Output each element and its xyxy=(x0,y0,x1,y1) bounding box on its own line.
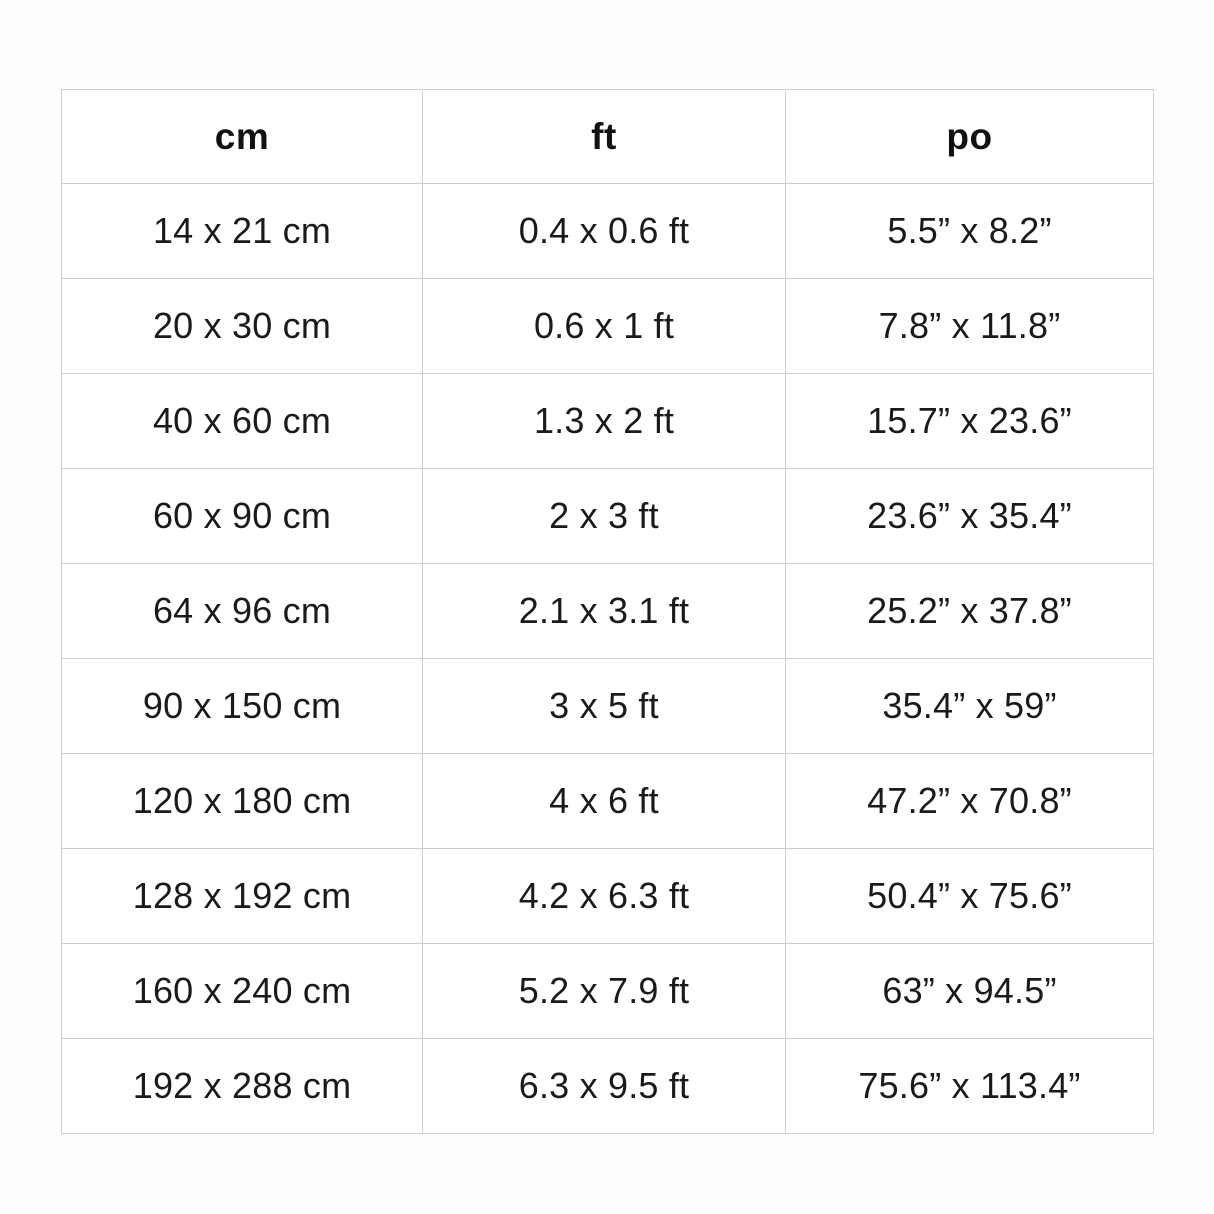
cell-po: 50.4” x 75.6” xyxy=(785,848,1154,944)
table-row: 60 x 90 cm 2 x 3 ft 23.6” x 35.4” xyxy=(61,468,1154,564)
cell-po: 75.6” x 113.4” xyxy=(785,1038,1154,1134)
cell-po: 35.4” x 59” xyxy=(785,658,1154,754)
cell-cm: 64 x 96 cm xyxy=(61,563,423,659)
table-body: 14 x 21 cm 0.4 x 0.6 ft 5.5” x 8.2” 20 x… xyxy=(61,183,1154,1134)
size-conversion-table: cm ft po 14 x 21 cm 0.4 x 0.6 ft 5.5” x … xyxy=(61,89,1154,1134)
table-header-row: cm ft po xyxy=(61,89,1154,184)
cell-po: 63” x 94.5” xyxy=(785,943,1154,1039)
cell-ft: 1.3 x 2 ft xyxy=(422,373,786,469)
cell-ft: 2.1 x 3.1 ft xyxy=(422,563,786,659)
cell-cm: 60 x 90 cm xyxy=(61,468,423,564)
column-header-ft: ft xyxy=(422,89,786,184)
cell-ft: 0.4 x 0.6 ft xyxy=(422,183,786,279)
cell-cm: 160 x 240 cm xyxy=(61,943,423,1039)
table-row: 64 x 96 cm 2.1 x 3.1 ft 25.2” x 37.8” xyxy=(61,563,1154,659)
cell-ft: 2 x 3 ft xyxy=(422,468,786,564)
cell-po: 7.8” x 11.8” xyxy=(785,278,1154,374)
table-row: 90 x 150 cm 3 x 5 ft 35.4” x 59” xyxy=(61,658,1154,754)
cell-cm: 90 x 150 cm xyxy=(61,658,423,754)
cell-cm: 120 x 180 cm xyxy=(61,753,423,849)
cell-ft: 6.3 x 9.5 ft xyxy=(422,1038,786,1134)
table-header: cm ft po xyxy=(61,89,1154,184)
cell-cm: 192 x 288 cm xyxy=(61,1038,423,1134)
table-row: 160 x 240 cm 5.2 x 7.9 ft 63” x 94.5” xyxy=(61,943,1154,1039)
cell-po: 5.5” x 8.2” xyxy=(785,183,1154,279)
table-row: 20 x 30 cm 0.6 x 1 ft 7.8” x 11.8” xyxy=(61,278,1154,374)
column-header-cm: cm xyxy=(61,89,423,184)
cell-ft: 3 x 5 ft xyxy=(422,658,786,754)
table-row: 192 x 288 cm 6.3 x 9.5 ft 75.6” x 113.4” xyxy=(61,1038,1154,1134)
table-row: 120 x 180 cm 4 x 6 ft 47.2” x 70.8” xyxy=(61,753,1154,849)
cell-po: 47.2” x 70.8” xyxy=(785,753,1154,849)
cell-ft: 4 x 6 ft xyxy=(422,753,786,849)
table-row: 128 x 192 cm 4.2 x 6.3 ft 50.4” x 75.6” xyxy=(61,848,1154,944)
cell-po: 15.7” x 23.6” xyxy=(785,373,1154,469)
cell-cm: 40 x 60 cm xyxy=(61,373,423,469)
cell-ft: 4.2 x 6.3 ft xyxy=(422,848,786,944)
cell-ft: 0.6 x 1 ft xyxy=(422,278,786,374)
table-row: 14 x 21 cm 0.4 x 0.6 ft 5.5” x 8.2” xyxy=(61,183,1154,279)
table-row: 40 x 60 cm 1.3 x 2 ft 15.7” x 23.6” xyxy=(61,373,1154,469)
cell-po: 25.2” x 37.8” xyxy=(785,563,1154,659)
cell-cm: 14 x 21 cm xyxy=(61,183,423,279)
column-header-po: po xyxy=(785,89,1154,184)
cell-po: 23.6” x 35.4” xyxy=(785,468,1154,564)
cell-cm: 128 x 192 cm xyxy=(61,848,423,944)
cell-ft: 5.2 x 7.9 ft xyxy=(422,943,786,1039)
cell-cm: 20 x 30 cm xyxy=(61,278,423,374)
